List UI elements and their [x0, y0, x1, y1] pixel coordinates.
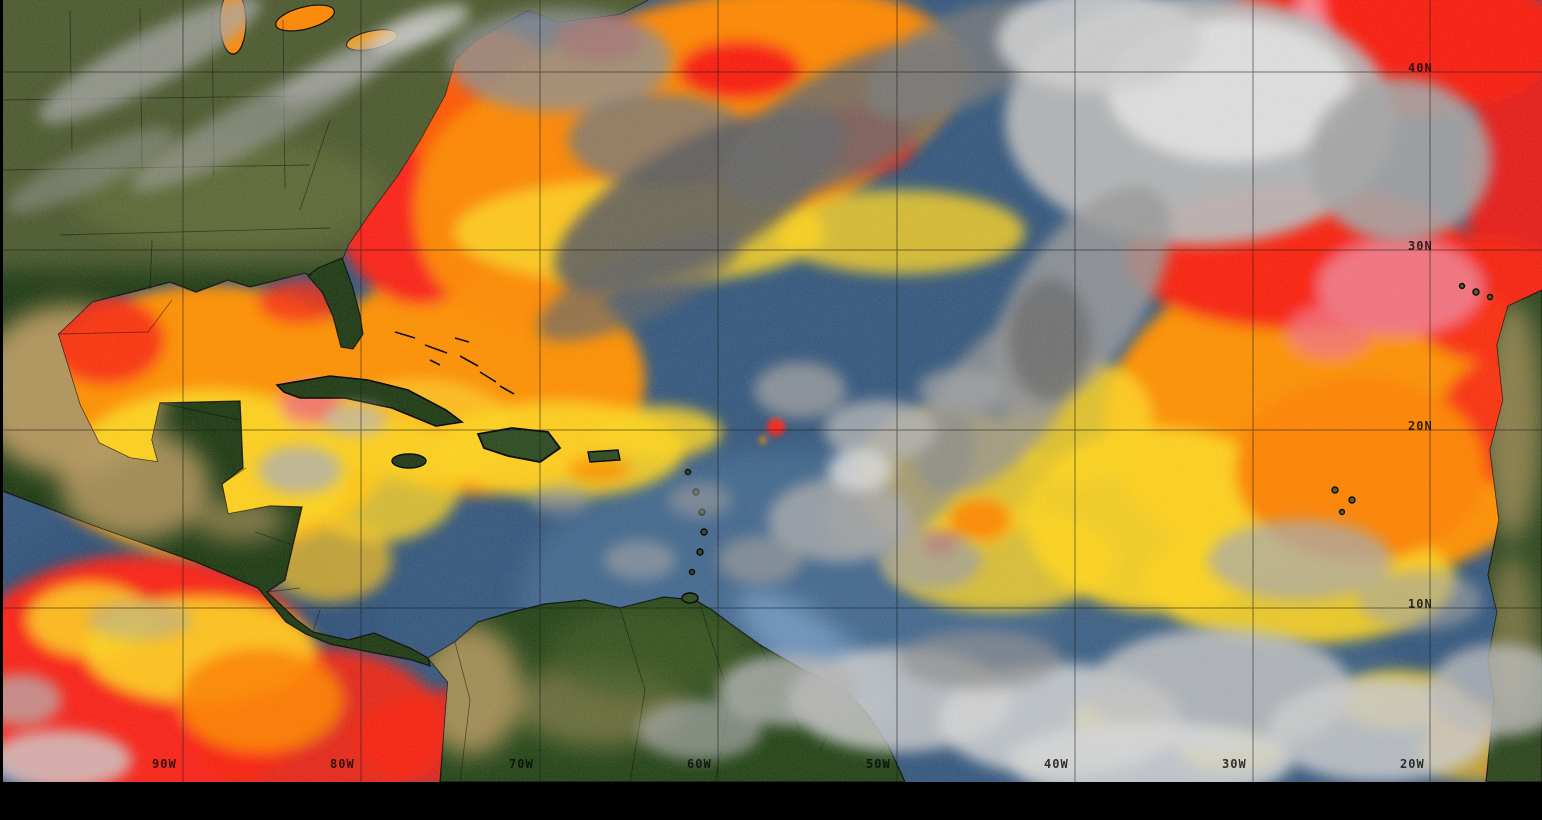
image-grain-texture	[0, 0, 1542, 782]
status-bar: LESS <----- DRY AIR (LOW/MID-LEVEL) AND/…	[0, 782, 1542, 820]
left-edge	[0, 0, 3, 782]
satellite-map-svg	[0, 0, 1542, 782]
satellite-map-image: 40N 30N 20N 10N 90W 80W 70W 60W 50W 40W …	[0, 0, 1542, 782]
